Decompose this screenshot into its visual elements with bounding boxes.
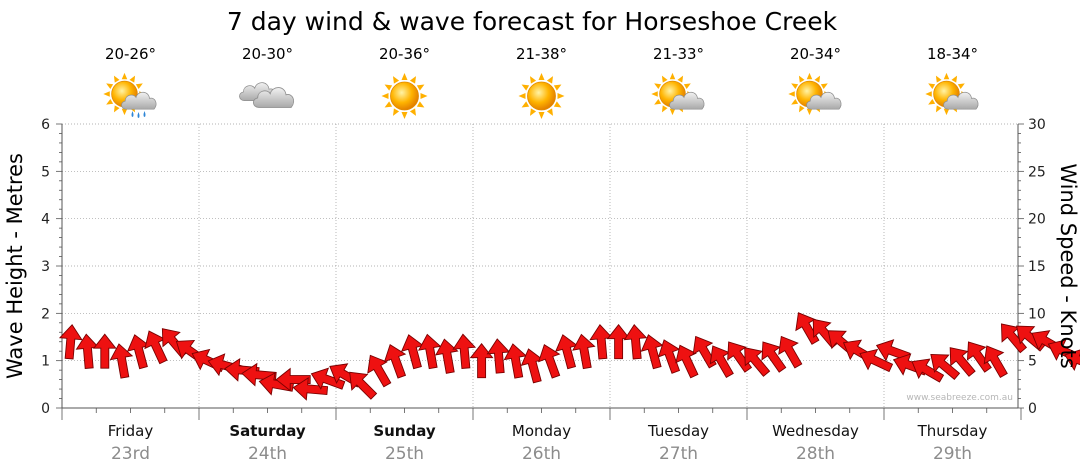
wind-arrow [435, 338, 459, 374]
y-tick-label-left: 3 [41, 259, 50, 275]
wind-arrow [640, 334, 664, 370]
wind-arrow [983, 345, 1008, 379]
wind-arrow [538, 344, 561, 379]
wind-arrow [58, 324, 83, 360]
y-tick-label-right: 5 [1028, 354, 1037, 370]
day-date-label: 23rd [111, 444, 150, 464]
day-date-label: 28th [796, 444, 835, 464]
day-temperature: 20-30° [242, 45, 293, 63]
day-temperature: 21-33° [653, 45, 704, 63]
y-tick-label-left: 1 [41, 354, 50, 370]
y-tick-label-right: 20 [1028, 212, 1046, 228]
day-date-label: 24th [248, 444, 287, 464]
day-name-label: Saturday [229, 422, 306, 440]
y-tick-label-right: 25 [1028, 164, 1046, 180]
day-date-label: 26th [522, 444, 561, 464]
y-axis-label-left: Wave Height - Metres [3, 153, 27, 379]
wind-arrow [657, 339, 681, 374]
day-name-label: Friday [108, 422, 154, 440]
day-name-label: Tuesday [647, 422, 709, 440]
day-temperature: 20-36° [379, 45, 430, 63]
wind-arrow [258, 372, 295, 396]
day-name-label: Wednesday [772, 422, 859, 440]
wind-arrow [761, 341, 787, 373]
sun-icon [381, 72, 428, 120]
day-temperature: 20-26° [105, 45, 156, 63]
y-tick-label-right: 30 [1028, 117, 1046, 133]
sun-icon [518, 72, 565, 120]
wind-arrow [675, 344, 699, 379]
chart-title: 7 day wind & wave forecast for Horseshoe… [227, 7, 838, 36]
wind-arrow [349, 371, 378, 400]
day-date-label: 25th [385, 444, 424, 464]
wind-arrow [418, 333, 442, 370]
wind-arrow [241, 362, 277, 387]
y-tick-label-left: 6 [41, 117, 50, 133]
cloud-icon [239, 82, 295, 108]
day-temperature: 21-38° [516, 45, 567, 63]
wind-arrow [275, 367, 311, 392]
y-tick-label-left: 2 [41, 306, 50, 322]
wind-arrow [292, 376, 329, 401]
y-axis-label-right: Wind Speed - Knots [1056, 163, 1080, 368]
y-tick-label-right: 10 [1028, 306, 1046, 322]
wind-arrow [744, 347, 771, 377]
sun-cloud-icon [650, 72, 705, 116]
wind-arrow [452, 333, 477, 369]
day-name-label: Sunday [373, 422, 436, 440]
wind-arrow [911, 358, 945, 383]
sun-cloud-rain-icon [102, 72, 157, 118]
wind-arrow [383, 344, 407, 379]
day-name-label: Thursday [917, 422, 988, 440]
wind-arrow [367, 354, 392, 388]
y-tick-label-left: 0 [41, 401, 50, 417]
wind-arrow [949, 347, 976, 377]
y-tick-label-right: 15 [1028, 259, 1046, 275]
wind-arrow [778, 335, 803, 369]
wind-arrow [92, 333, 117, 369]
wind-arrow [469, 342, 494, 379]
day-temperature: 18-34° [927, 45, 978, 63]
watermark: www.seabreeze.com.au [906, 393, 1013, 403]
wind-arrow [109, 343, 134, 379]
day-name-label: Monday [512, 422, 571, 440]
wind-arrow [966, 341, 992, 373]
y-tick-label-left: 4 [41, 212, 50, 228]
wind-arrow [1064, 348, 1080, 372]
wind-arrow [930, 354, 961, 381]
wind-arrow [623, 324, 648, 360]
wind-arrow [572, 333, 596, 370]
wind-arrow [859, 348, 894, 373]
wind-arrow [503, 343, 528, 379]
day-temperature: 20-34° [790, 45, 841, 63]
sun-cloud-icon [924, 72, 979, 116]
wind-arrow [310, 367, 346, 390]
y-tick-label-left: 5 [41, 164, 50, 180]
y-tick-label-right: 0 [1028, 401, 1037, 417]
day-date-label: 27th [659, 444, 698, 464]
sun-cloud-icon [787, 72, 842, 116]
day-date-label: 29th [933, 444, 972, 464]
